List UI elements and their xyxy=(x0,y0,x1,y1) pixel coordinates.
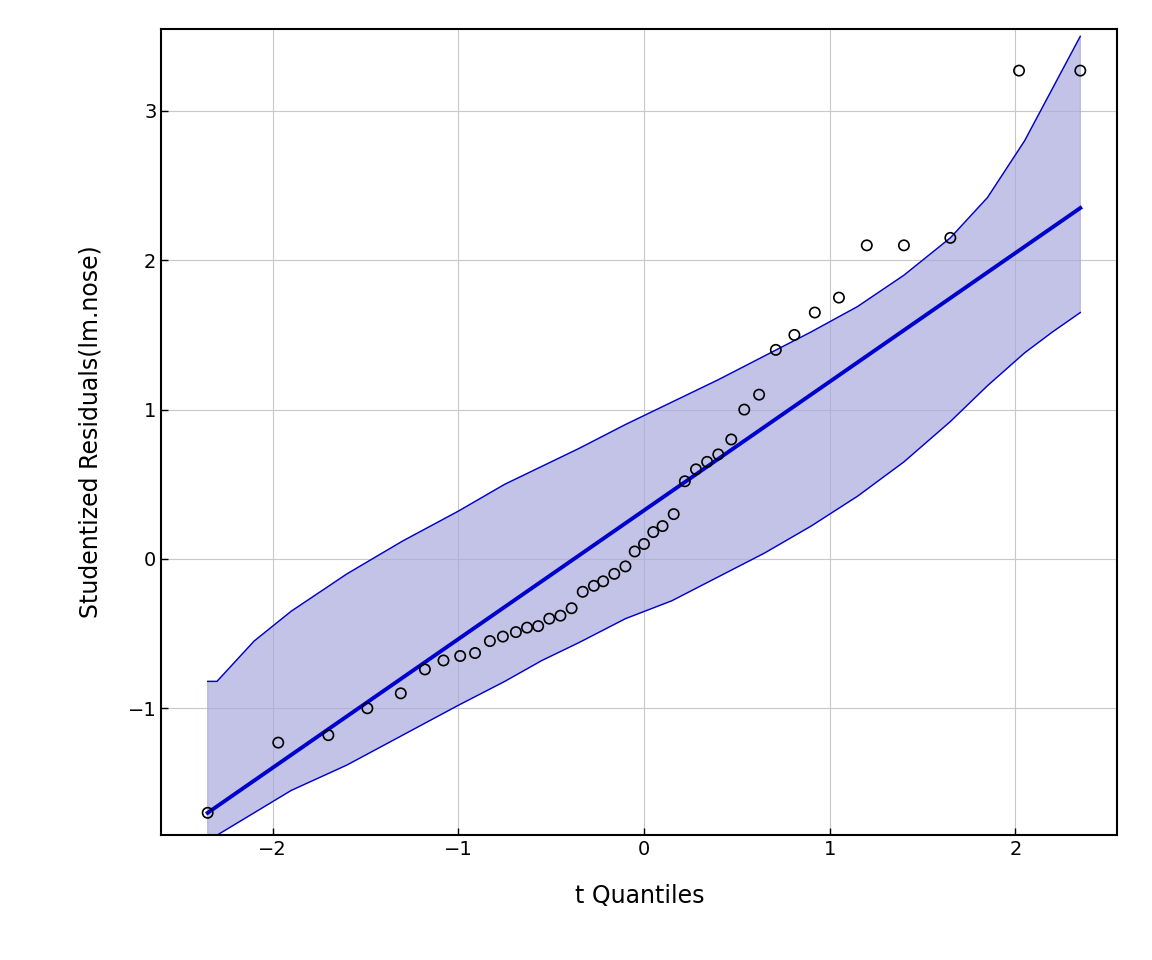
Point xyxy=(529,618,547,634)
Point xyxy=(434,653,453,668)
Point xyxy=(698,454,717,469)
Point xyxy=(585,578,604,593)
Point xyxy=(635,537,653,552)
Point xyxy=(941,230,960,246)
Point xyxy=(735,402,753,418)
Point xyxy=(1010,63,1029,79)
Point xyxy=(665,507,683,522)
Point xyxy=(895,238,914,253)
Point xyxy=(494,629,513,644)
Point xyxy=(319,728,338,743)
Point xyxy=(270,735,288,751)
Point xyxy=(857,238,876,253)
Point xyxy=(594,574,613,589)
Point xyxy=(1071,63,1090,79)
Point xyxy=(198,805,217,821)
Point xyxy=(766,342,785,357)
Point xyxy=(574,584,592,599)
Point xyxy=(616,559,635,574)
Point xyxy=(675,473,694,489)
Point xyxy=(829,290,848,305)
Point xyxy=(562,601,581,616)
Point xyxy=(465,645,484,660)
Point xyxy=(416,661,434,677)
Polygon shape xyxy=(207,36,1081,835)
Point xyxy=(708,446,727,462)
Point xyxy=(687,462,705,477)
Point xyxy=(750,387,768,402)
Point xyxy=(450,648,469,663)
Point xyxy=(626,543,644,559)
Point xyxy=(358,701,377,716)
Point xyxy=(507,624,525,639)
Point xyxy=(805,305,824,321)
X-axis label: t Quantiles: t Quantiles xyxy=(575,884,704,908)
Point xyxy=(552,608,570,623)
Y-axis label: Studentized Residuals(lm.nose): Studentized Residuals(lm.nose) xyxy=(78,246,103,618)
Point xyxy=(605,566,623,582)
Point xyxy=(722,432,741,447)
Point xyxy=(480,634,499,649)
Point xyxy=(540,611,559,626)
Point xyxy=(644,524,662,540)
Point xyxy=(517,620,536,636)
Point xyxy=(786,327,804,343)
Point xyxy=(653,518,672,534)
Point xyxy=(392,685,410,701)
